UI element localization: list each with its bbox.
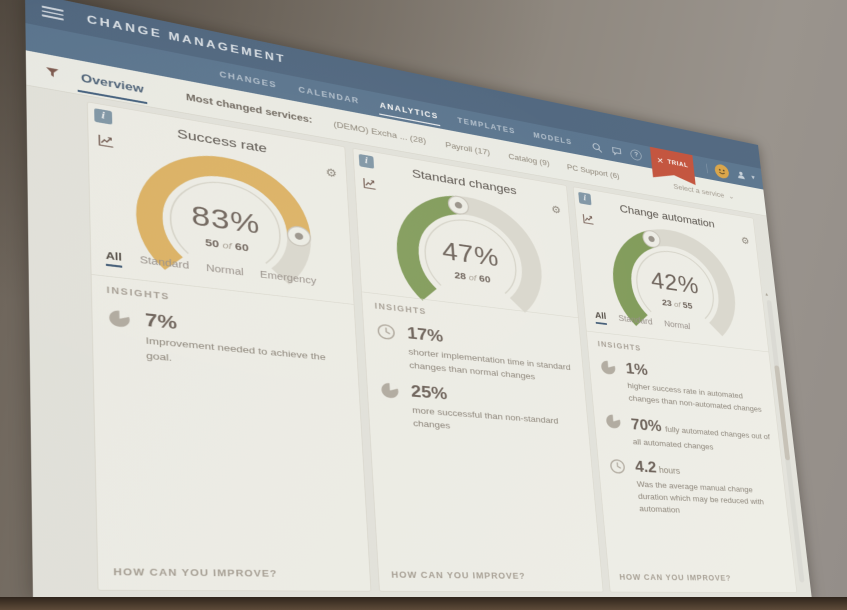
card-success-rate: i ⚙ Success rate 83% 50 of 60 All Standard No… [86,101,372,592]
service-select-dropdown[interactable]: Select a service ⌄ [673,182,735,202]
nav-icon-cluster: ? [591,141,643,162]
insight-item: 25% more successful than non-standard cha… [379,379,579,441]
service-select-placeholder: Select a service [672,181,725,200]
projected-dashboard: CHANGE MANAGEMENT CHANGES CALENDAR ANALYTI… [25,0,813,601]
card-change-automation: i ⚙ Change automation 42% 23 of 55 All Stand… [572,186,798,593]
card-tab-all[interactable]: All [594,310,607,326]
insight-item: 17% shorter implementation time in standa… [376,321,575,387]
hamburger-menu-icon[interactable] [41,3,64,23]
chat-icon[interactable] [611,145,623,158]
how-can-you-improve-link[interactable]: HOW CAN YOU IMPROVE? [113,566,278,579]
info-icon[interactable]: i [94,108,113,125]
insight-item: 1% higher success rate in automated chang… [599,358,767,416]
filters-toolbar: Overview Most changed services: (DEMO) E… [25,50,767,217]
service-chip[interactable]: PC Support (6) [566,162,620,181]
search-icon[interactable] [591,141,603,154]
profile-cluster [706,162,747,183]
avatar[interactable] [714,163,730,180]
pie-chart-icon [379,379,402,429]
table-ledge [0,597,847,610]
how-can-you-improve-link[interactable]: HOW CAN YOU IMPROVE? [619,572,732,583]
gear-icon[interactable]: ⚙ [325,166,338,181]
insight-unit: hours [656,464,681,476]
trial-plane-icon: ✕ [656,155,665,166]
card-standard-changes: i ⚙ Standard changes 47% 28 of 60 INSIGHTS … [352,147,604,593]
service-chip[interactable]: Payroll (17) [444,139,491,157]
pie-chart-icon [599,358,620,403]
line-chart-icon[interactable] [96,132,115,153]
card-tab-all[interactable]: All [105,249,123,269]
line-chart-icon[interactable] [581,212,595,229]
insight-item: 7% Improvement needed to achieve the goal… [107,307,346,380]
how-can-you-improve-link[interactable]: HOW CAN YOU IMPROVE? [390,570,526,581]
insight-item: 4.2 hours Was the average manual change d… [608,456,779,520]
insight-text: 70% fully automated changes out of all au… [630,415,771,452]
insights-section: INSIGHTS 7% Improvement needed to achieve… [91,274,359,381]
pie-chart-icon [604,411,624,447]
help-icon[interactable]: ? [630,148,643,162]
pie-chart-icon [107,307,133,362]
scroll-up-icon[interactable]: ▴ [764,291,769,298]
clock-icon [376,321,399,371]
user-icon[interactable] [736,169,747,180]
insights-section: INSIGHTS 17% shorter implementation time … [361,291,590,443]
chevron-down-icon[interactable]: ▾ [750,172,756,182]
divider [706,163,709,174]
line-chart-icon[interactable] [361,176,377,195]
analytics-content: i ⚙ Success rate 83% 50 of 60 All Standard No… [26,85,813,601]
insight-value: 70% [630,415,663,435]
trial-label: TRIAL [667,158,689,170]
insight-item: 70% fully automated changes out of all au… [604,411,772,457]
info-icon[interactable]: i [358,153,375,169]
gear-icon[interactable]: ⚙ [740,235,750,247]
info-icon[interactable]: i [578,191,592,206]
select-chevron-icon: ⌄ [727,191,735,201]
insight-text: Was the average manual change duration w… [636,479,765,515]
gear-icon[interactable]: ⚙ [550,203,562,217]
service-chip[interactable]: Catalog (9) [507,151,550,168]
clock-icon [608,456,630,514]
cards-row: i ⚙ Success rate 83% 50 of 60 All Standard No… [86,101,798,593]
filter-funnel-icon[interactable] [26,61,78,83]
insights-section: INSIGHTS 1% higher success rate in automa… [586,331,789,521]
